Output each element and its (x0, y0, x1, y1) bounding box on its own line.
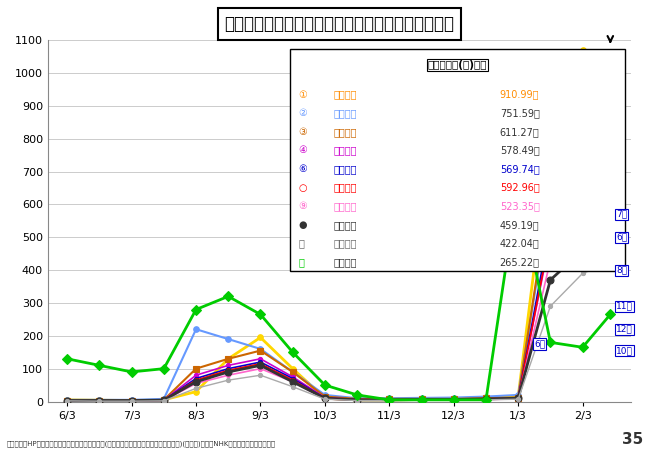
Text: ①: ① (298, 90, 307, 100)
Text: 611.27人: 611.27人 (500, 127, 540, 137)
Text: 569.74人: 569.74人 (500, 164, 540, 174)
Text: 910.99人: 910.99人 (500, 90, 540, 100)
Text: ⑥: ⑥ (298, 164, 307, 174)
Text: 751.59人: 751.59人 (500, 108, 540, 118)
Text: 459.19人: 459.19人 (500, 220, 540, 230)
Text: 奈良県：: 奈良県： (333, 164, 357, 174)
Text: ③: ③ (298, 127, 307, 137)
Text: 滋賀県：: 滋賀県： (333, 238, 357, 248)
Text: 奈良市：: 奈良市： (333, 183, 357, 193)
Text: ２月１６日(水)時点: ２月１６日(水)時点 (428, 60, 488, 70)
Text: 422.04人: 422.04人 (500, 238, 540, 248)
Text: 592.96人: 592.96人 (500, 183, 540, 193)
Text: 沖縄県：: 沖縄県： (333, 257, 357, 267)
Text: ②: ② (298, 108, 307, 118)
Text: 10位: 10位 (616, 346, 633, 355)
Text: ④: ④ (298, 145, 307, 155)
Text: 京都府：: 京都府： (333, 145, 357, 155)
Text: 6位: 6位 (534, 339, 545, 348)
Text: 8位: 8位 (616, 266, 627, 275)
Text: ㉣: ㉣ (298, 257, 304, 267)
Text: 265.22人: 265.22人 (500, 257, 540, 267)
Text: 578.49人: 578.49人 (500, 145, 540, 155)
Text: ○: ○ (298, 183, 307, 193)
Text: ⑨: ⑨ (298, 201, 307, 211)
Text: 11位: 11位 (616, 302, 633, 311)
Text: 厚生労働省HP「都道府県の医療提供体制等の状況(医療提供体制・監視体制・感染の状況)(６指標)」及びNHK特設サイトなどから引用: 厚生労働省HP「都道府県の医療提供体制等の状況(医療提供体制・監視体制・感染の状… (6, 440, 276, 447)
FancyBboxPatch shape (290, 49, 625, 271)
Text: 6位: 6位 (616, 233, 627, 242)
Text: 全　国：: 全 国： (333, 220, 357, 230)
Text: 東京都：: 東京都： (333, 108, 357, 118)
Text: 兵庫県：: 兵庫県： (333, 127, 357, 137)
Text: 7位: 7位 (616, 210, 627, 219)
Title: 直近１週間の人口１０万人当たりの陽性者数の推移: 直近１週間の人口１０万人当たりの陽性者数の推移 (224, 15, 454, 33)
Text: 12位: 12位 (616, 325, 633, 334)
Text: 523.35人: 523.35人 (500, 201, 540, 211)
Text: 千葉県：: 千葉県： (333, 201, 357, 211)
Text: ●: ● (298, 220, 307, 230)
Text: ⑪: ⑪ (298, 238, 304, 248)
Text: 大阪府：: 大阪府： (333, 90, 357, 100)
Text: 35: 35 (622, 432, 644, 447)
